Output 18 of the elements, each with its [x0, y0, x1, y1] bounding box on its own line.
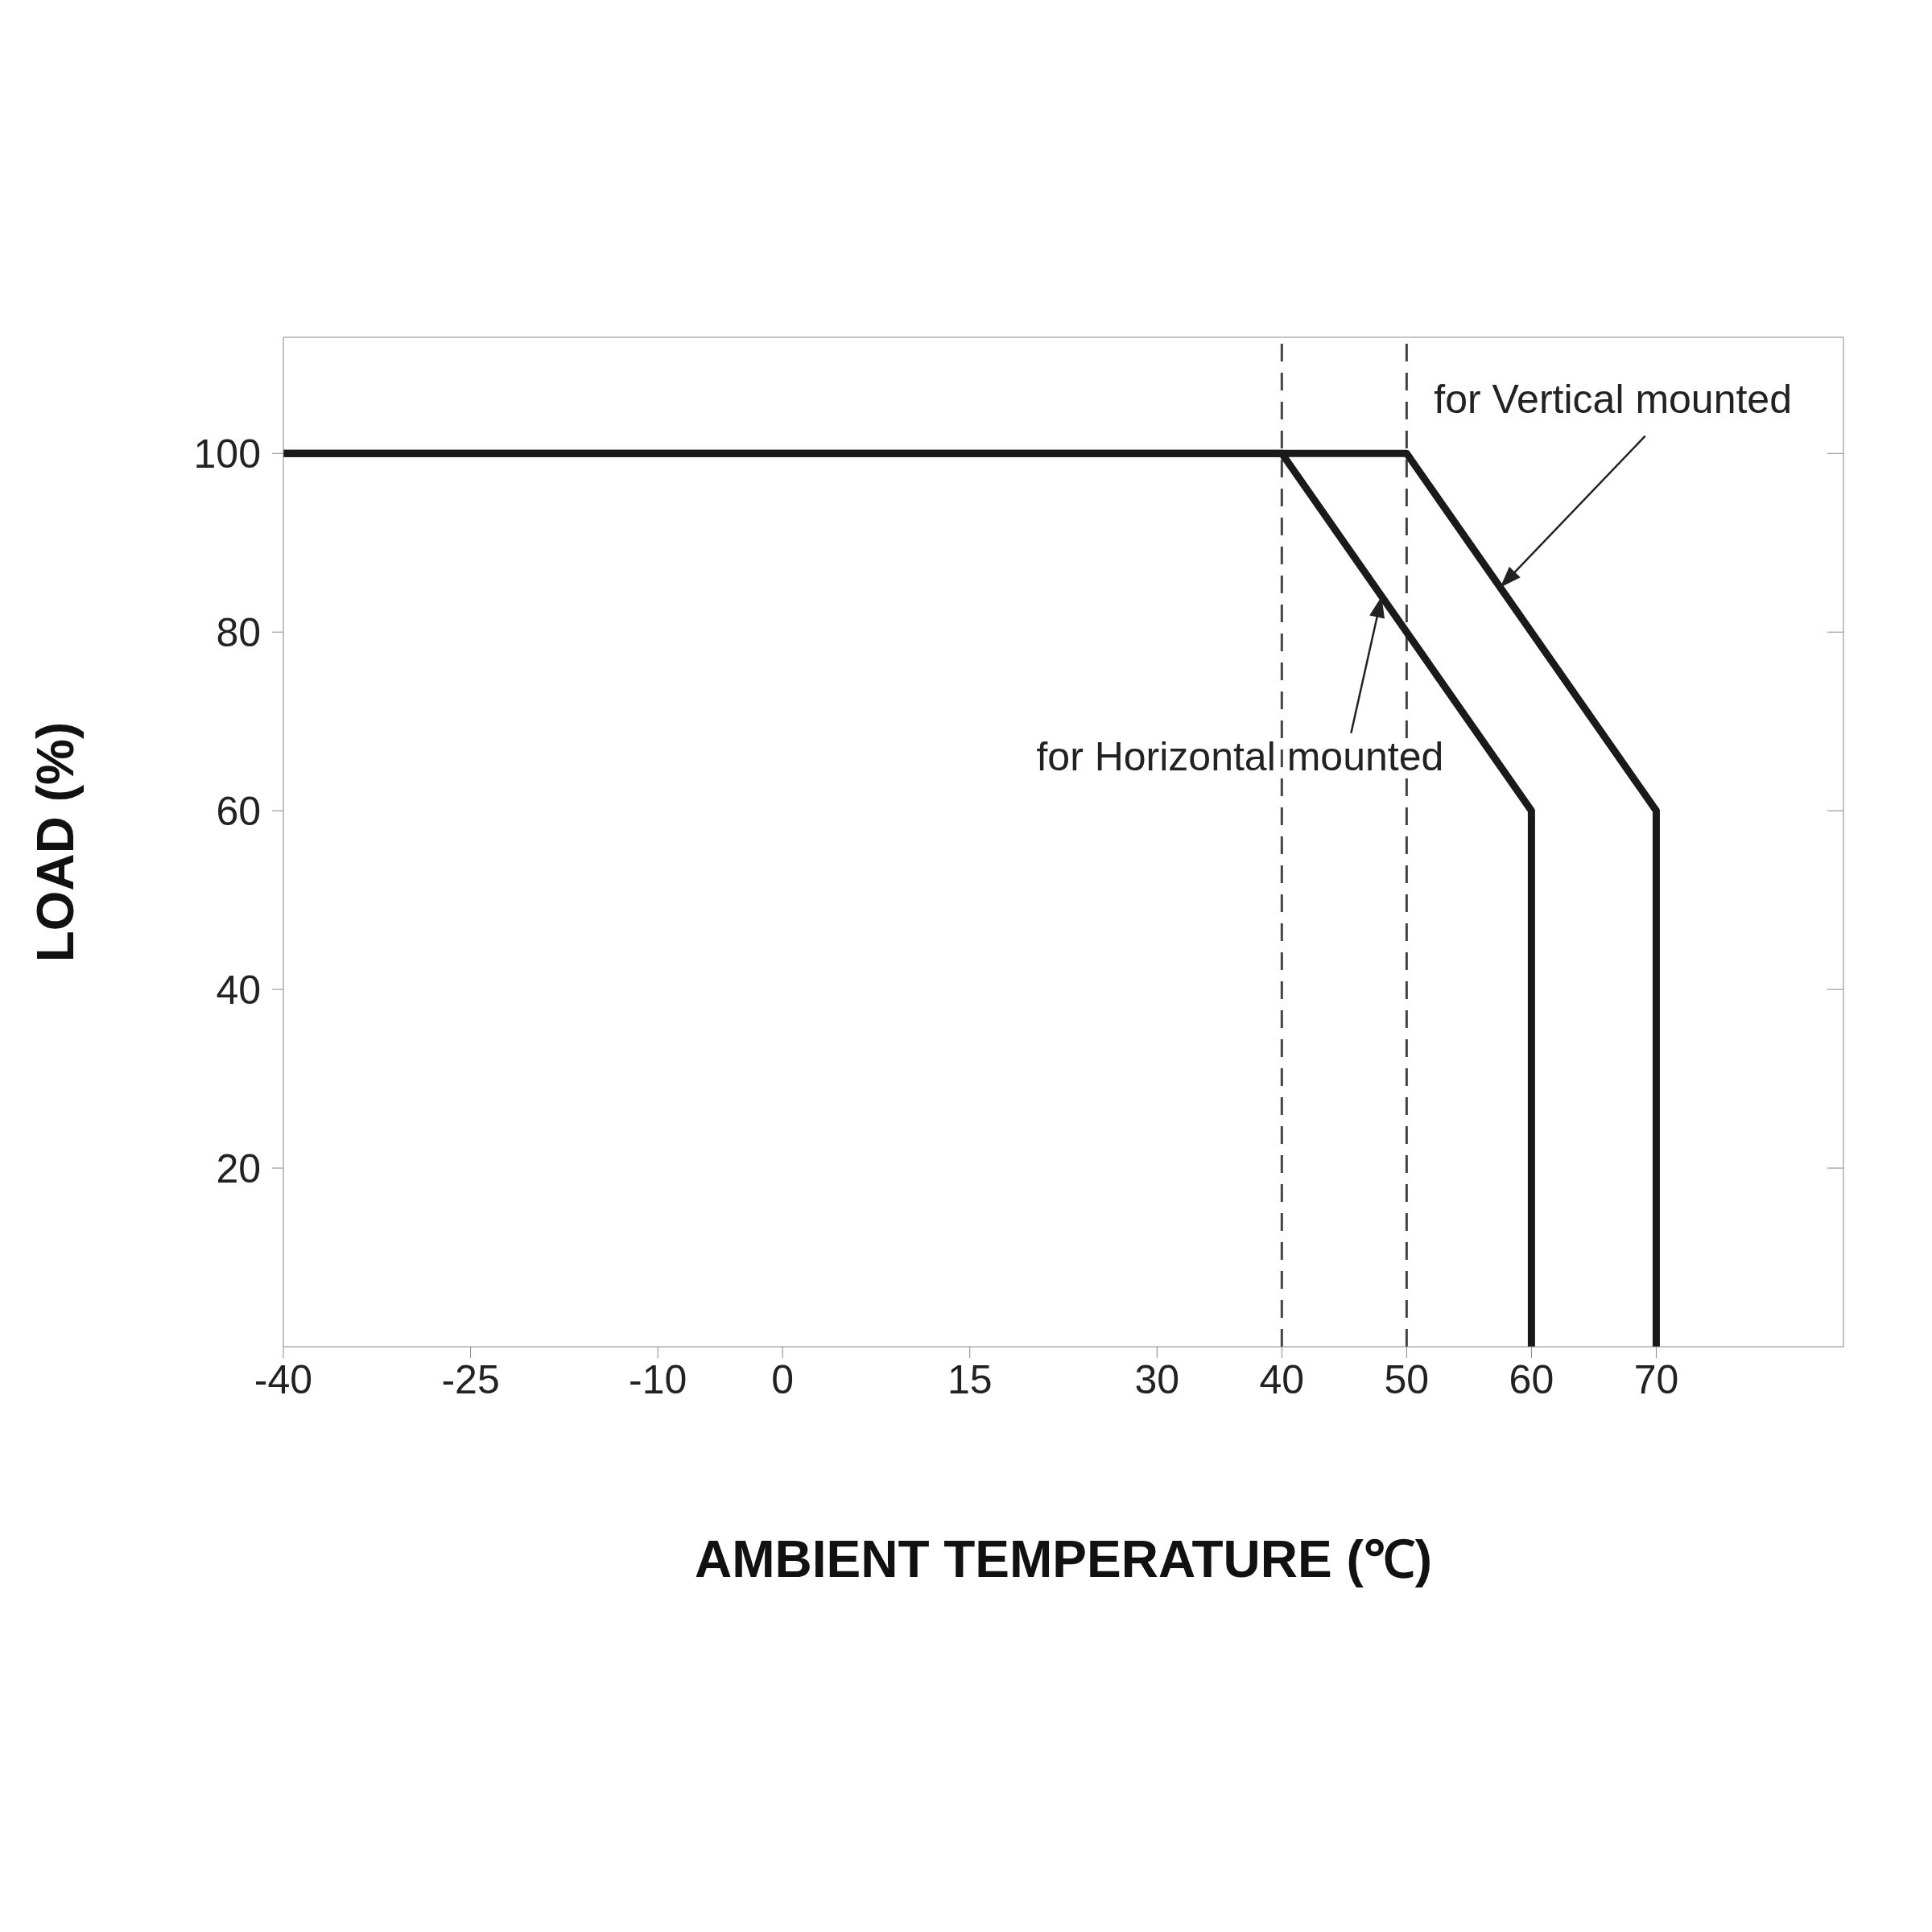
x-tick-label: 15	[947, 1356, 993, 1402]
x-tick-label: -25	[441, 1356, 500, 1402]
annotation: for Vertical mounted	[1434, 376, 1792, 422]
y-tick-label: 40	[216, 967, 261, 1013]
y-tick-label: 100	[193, 431, 261, 477]
x-tick-label: 50	[1384, 1356, 1430, 1402]
x-tick-label: 0	[771, 1356, 795, 1402]
x-tick-label: 30	[1134, 1356, 1180, 1402]
y-tick-label: 80	[216, 609, 261, 655]
x-axis-title: AMBIENT TEMPERATURE (℃)	[694, 1530, 1433, 1588]
y-tick-label: 60	[216, 788, 261, 834]
y-axis-title: LOAD (%)	[26, 721, 85, 963]
x-tick-label: 70	[1633, 1356, 1679, 1402]
x-tick-label: 40	[1259, 1356, 1305, 1402]
y-tick-label: 20	[216, 1146, 261, 1191]
x-tick-label: 60	[1509, 1356, 1554, 1402]
x-tick-label: -10	[628, 1356, 687, 1402]
x-tick-label: -40	[254, 1356, 313, 1402]
